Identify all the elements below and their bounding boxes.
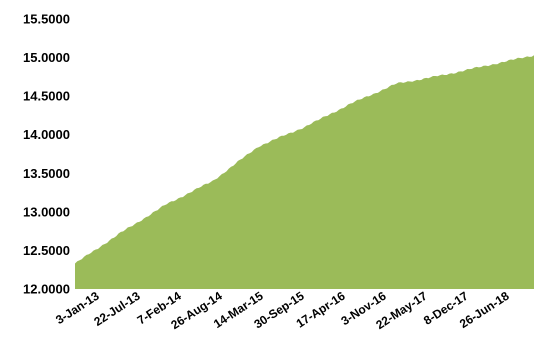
y-tick-label: 12.5000 xyxy=(23,243,70,258)
y-axis: 12.0000 12.5000 13.0000 13.5000 14.0000 14.50… xyxy=(23,12,70,297)
y-tick-label: 14.0000 xyxy=(23,127,70,142)
y-tick-label: 13.0000 xyxy=(23,204,70,219)
y-tick-label: 12.0000 xyxy=(23,282,70,297)
y-tick-label: 15.0000 xyxy=(23,50,70,65)
x-axis: 3-Jan-1322-Jul-137-Feb-1426-Aug-1414-Mar… xyxy=(53,289,512,333)
y-tick-label: 15.5000 xyxy=(23,12,70,27)
area-series xyxy=(75,55,534,289)
x-tick-label: 22-Jul-13 xyxy=(91,289,143,329)
area-fill xyxy=(75,55,534,289)
y-tick-label: 14.5000 xyxy=(23,89,70,104)
y-tick-label: 13.5000 xyxy=(23,166,70,181)
